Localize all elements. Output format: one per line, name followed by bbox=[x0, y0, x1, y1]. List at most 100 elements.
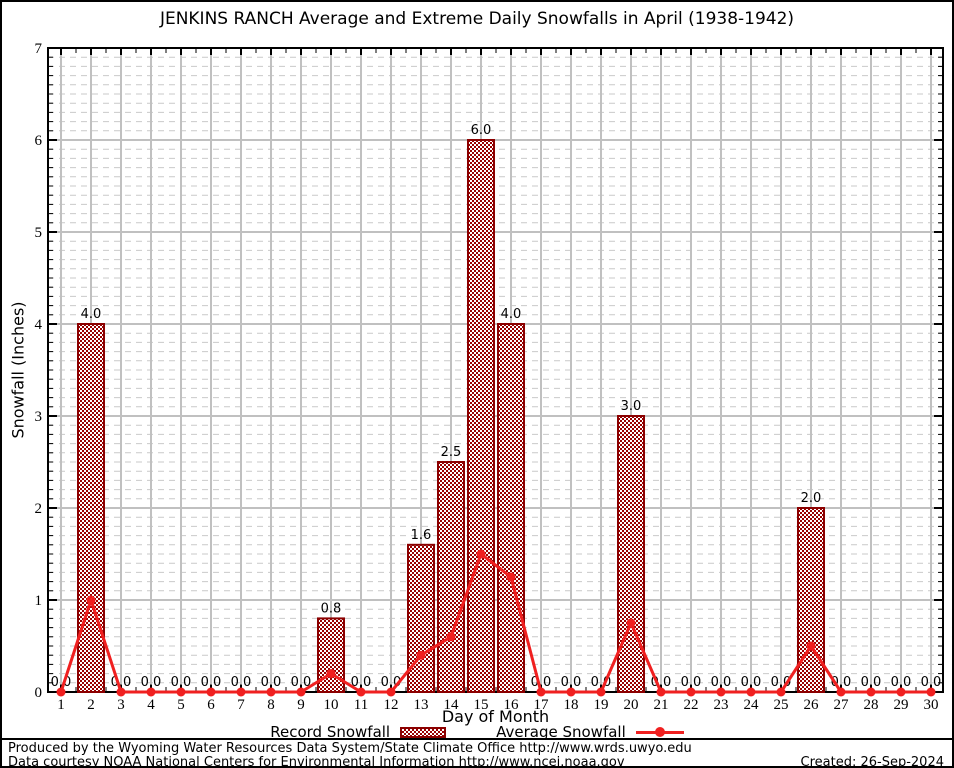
average-marker bbox=[236, 687, 246, 697]
average-marker bbox=[566, 687, 576, 697]
legend-average: Average Snowfall bbox=[496, 723, 684, 741]
bar-value-label: 0.0 bbox=[561, 675, 582, 690]
bar-value-label: 0.0 bbox=[531, 675, 552, 690]
average-line-swatch-icon bbox=[635, 726, 684, 738]
bar-value-label: 0.0 bbox=[261, 675, 282, 690]
x-tick-label: 8 bbox=[267, 697, 275, 713]
average-marker bbox=[176, 687, 186, 697]
x-tick-label: 5 bbox=[177, 697, 185, 713]
x-tick-label: 15 bbox=[474, 697, 489, 713]
bar-value-label: 0.0 bbox=[201, 675, 222, 690]
average-marker bbox=[746, 687, 756, 697]
average-marker bbox=[806, 641, 816, 651]
legend-record: Record Snowfall bbox=[270, 723, 447, 741]
bar-value-label: 0.0 bbox=[141, 675, 162, 690]
x-tick-label: 30 bbox=[924, 697, 939, 713]
average-marker bbox=[416, 650, 426, 660]
bar-value-label: 0.0 bbox=[891, 675, 912, 690]
y-tick-labels: 0 1 2 3 4 5 6 7 bbox=[35, 41, 43, 701]
x-tick-label: 19 bbox=[594, 697, 609, 713]
record-bar bbox=[797, 507, 825, 693]
bar-value-label: 1.6 bbox=[411, 528, 432, 543]
record-bar bbox=[617, 415, 645, 693]
average-marker bbox=[296, 687, 306, 697]
x-tick-label: 29 bbox=[894, 697, 909, 713]
record-bar bbox=[407, 543, 435, 693]
y-tick-label: 6 bbox=[35, 133, 43, 149]
record-bar bbox=[77, 323, 105, 693]
x-tick-labels: 1 2 3 4 5 6 7 8 9 10 11 12 13 14 15 16 17 18 19 20 21 22 23 24 2… bbox=[57, 697, 938, 713]
bar-value-label: 2.0 bbox=[801, 491, 822, 506]
legend: Record Snowfall Average Snowfall bbox=[2, 723, 952, 741]
average-marker bbox=[356, 687, 366, 697]
average-marker bbox=[506, 572, 516, 582]
average-snowfall-line bbox=[59, 552, 933, 694]
bar-value-label: 0.0 bbox=[741, 675, 762, 690]
footer-data-courtesy: Data courtesy NOAA National Centers for … bbox=[8, 755, 625, 768]
average-marker bbox=[686, 687, 696, 697]
bar-value-label: 0.0 bbox=[231, 675, 252, 690]
y-tick-label: 2 bbox=[35, 501, 43, 517]
x-tick-label: 27 bbox=[834, 697, 850, 713]
legend-record-label: Record Snowfall bbox=[270, 723, 391, 741]
bar-value-label: 6.0 bbox=[471, 123, 492, 138]
x-tick-label: 11 bbox=[354, 697, 368, 713]
bar-value-label: 4.0 bbox=[81, 307, 102, 322]
average-marker bbox=[446, 632, 456, 642]
x-tick-label: 26 bbox=[804, 697, 820, 713]
x-tick-label: 17 bbox=[534, 697, 550, 713]
bar-value-label: 0.0 bbox=[921, 675, 942, 690]
bar-value-label: 4.0 bbox=[501, 307, 522, 322]
y-tick-label: 7 bbox=[35, 41, 43, 57]
footer-created-date: Created: 26-Sep-2024 bbox=[800, 755, 944, 768]
average-marker bbox=[536, 687, 546, 697]
record-bar bbox=[467, 139, 495, 693]
footer-produced-by: Produced by the Wyoming Water Resources … bbox=[8, 741, 692, 756]
record-bar bbox=[437, 461, 465, 693]
record-bar bbox=[497, 323, 525, 693]
average-marker bbox=[626, 618, 636, 628]
major-gridlines bbox=[48, 48, 943, 692]
record-bar bbox=[317, 617, 345, 694]
x-tick-label: 9 bbox=[297, 697, 305, 713]
x-tick-label: 2 bbox=[87, 697, 95, 713]
y-tick-label: 0 bbox=[35, 685, 43, 701]
bar-value-label: 2.5 bbox=[441, 445, 462, 460]
y-tick-label: 3 bbox=[35, 409, 43, 425]
legend-average-label: Average Snowfall bbox=[496, 723, 626, 741]
chart-title: JENKINS RANCH Average and Extreme Daily … bbox=[159, 9, 795, 29]
average-marker bbox=[386, 687, 396, 697]
average-marker bbox=[866, 687, 876, 697]
x-tick-label: 28 bbox=[864, 697, 879, 713]
x-tick-label: 14 bbox=[444, 697, 460, 713]
x-tick-label: 4 bbox=[147, 697, 155, 713]
bar-value-label: 0.0 bbox=[681, 675, 702, 690]
average-marker bbox=[146, 687, 156, 697]
bar-value-label: 0.0 bbox=[171, 675, 192, 690]
x-tick-label: 24 bbox=[744, 697, 760, 713]
average-marker bbox=[716, 687, 726, 697]
bar-value-labels: 0.0 4.0 0.0 0.0 0.0 0.0 0.0 0.0 0.0 0.8 0.0 0.0 1.6 2… bbox=[51, 123, 942, 690]
plot-border bbox=[47, 47, 944, 693]
bar-value-label: 0.0 bbox=[861, 675, 882, 690]
x-tick-label: 22 bbox=[684, 697, 699, 713]
y-tick-label: 1 bbox=[35, 593, 43, 609]
x-tick-label: 13 bbox=[414, 697, 429, 713]
average-marker bbox=[896, 687, 906, 697]
y-tick-label: 4 bbox=[35, 317, 43, 333]
x-tick-label: 25 bbox=[774, 697, 789, 713]
average-marker bbox=[56, 687, 66, 697]
x-tick-label: 16 bbox=[504, 697, 520, 713]
y-tick-label: 5 bbox=[35, 225, 43, 241]
record-bar-swatch-icon bbox=[400, 726, 447, 738]
x-tick-label: 10 bbox=[324, 697, 339, 713]
bar-value-label: 3.0 bbox=[621, 399, 642, 414]
x-tick-label: 6 bbox=[207, 697, 215, 713]
average-marker bbox=[776, 687, 786, 697]
average-marker bbox=[116, 687, 126, 697]
bar-value-label: 0.0 bbox=[291, 675, 312, 690]
average-markers bbox=[56, 549, 936, 697]
bar-value-label: 0.0 bbox=[351, 675, 372, 690]
bar-value-label: 0.0 bbox=[711, 675, 732, 690]
